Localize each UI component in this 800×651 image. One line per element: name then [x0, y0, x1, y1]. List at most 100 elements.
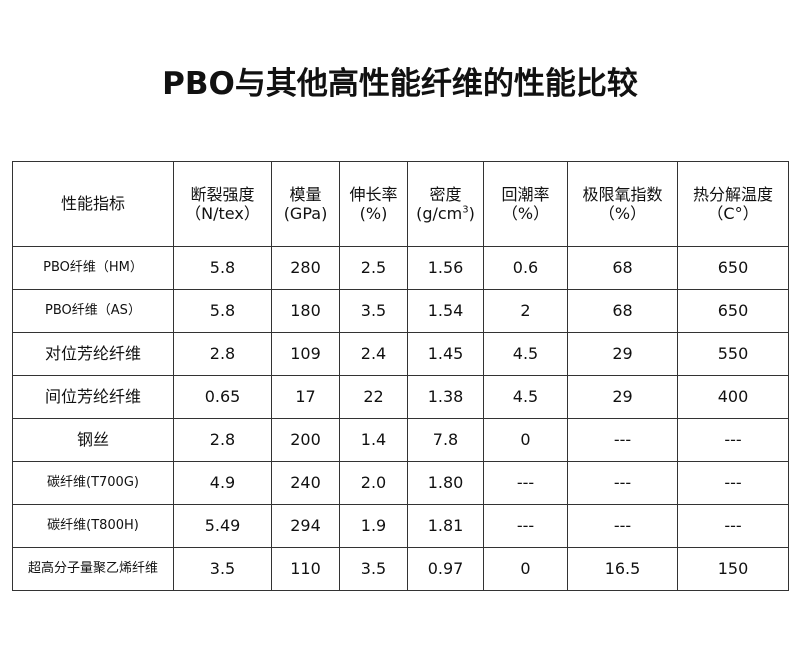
cell-elongation: 1.9 [339, 504, 408, 548]
cell-modulus: 294 [271, 504, 340, 548]
header-cell-moisture: 回潮率 （%） [483, 161, 568, 247]
cell-elongation: 22 [339, 375, 408, 419]
cell-moisture: 0.6 [483, 246, 568, 290]
cell-decomposition: 400 [677, 375, 789, 419]
cell-decomposition: 650 [677, 246, 789, 290]
header-cell-density: 密度 (g/cm3) [407, 161, 484, 247]
cell-modulus: 200 [271, 418, 340, 462]
header-unit: (g/cm3) [408, 204, 483, 223]
cell-moisture: 2 [483, 289, 568, 333]
cell-density: 1.80 [407, 461, 484, 505]
page-title: PBO与其他高性能纤维的性能比较 [162, 66, 638, 102]
cell-moisture: --- [483, 504, 568, 548]
cell-density: 1.45 [407, 332, 484, 376]
header-label: 回潮率 [501, 184, 550, 204]
table-row: 钢丝 2.8 200 1.4 7.8 0 --- --- [12, 418, 789, 462]
header-unit: (GPa) [283, 204, 328, 223]
cell-modulus: 109 [271, 332, 340, 376]
header-cell-loi: 极限氧指数 （%） [567, 161, 678, 247]
cell-loi: --- [567, 504, 678, 548]
cell-modulus: 110 [271, 547, 340, 591]
header-label: 热分解温度 [692, 184, 773, 204]
cell-elongation: 2.5 [339, 246, 408, 290]
cell-elongation: 1.4 [339, 418, 408, 462]
table-row: 碳纤维(T700G) 4.9 240 2.0 1.80 --- --- --- [12, 461, 789, 505]
cell-decomposition: --- [677, 461, 789, 505]
cell-fiber-name: 超高分子量聚乙烯纤维 [12, 547, 174, 591]
cell-density: 1.54 [407, 289, 484, 333]
table-row: PBO纤维（AS） 5.8 180 3.5 1.54 2 68 650 [12, 289, 789, 333]
cell-moisture: --- [483, 461, 568, 505]
cell-strength: 2.8 [173, 418, 272, 462]
header-label: 伸长率 [349, 184, 398, 204]
cell-moisture: 0 [483, 418, 568, 462]
cell-strength: 5.8 [173, 289, 272, 333]
header-unit: （C°） [707, 204, 759, 223]
cell-loi: 16.5 [567, 547, 678, 591]
header-label: 性能指标 [60, 194, 125, 214]
cell-strength: 2.8 [173, 332, 272, 376]
cell-elongation: 3.5 [339, 289, 408, 333]
cell-strength: 0.65 [173, 375, 272, 419]
cell-elongation: 3.5 [339, 547, 408, 591]
cell-fiber-name: 碳纤维(T800H) [12, 504, 174, 548]
header-unit: （N/tex） [185, 204, 260, 223]
table-row: 对位芳纶纤维 2.8 109 2.4 1.45 4.5 29 550 [12, 332, 789, 376]
comparison-table: 性能指标 断裂强度 （N/tex） 模量 (GPa) 伸长率 (%) 密度 (g… [12, 161, 789, 591]
cell-strength: 3.5 [173, 547, 272, 591]
header-cell-modulus: 模量 (GPa) [271, 161, 340, 247]
header-cell-strength: 断裂强度 （N/tex） [173, 161, 272, 247]
table-row: 超高分子量聚乙烯纤维 3.5 110 3.5 0.97 0 16.5 150 [12, 547, 789, 591]
cell-loi: 29 [567, 375, 678, 419]
header-row: 性能指标 断裂强度 （N/tex） 模量 (GPa) 伸长率 (%) 密度 (g… [12, 161, 789, 247]
cell-loi: --- [567, 461, 678, 505]
cell-decomposition: 150 [677, 547, 789, 591]
cell-fiber-name: PBO纤维（HM） [12, 246, 174, 290]
header-cell-elongation: 伸长率 (%) [339, 161, 408, 247]
header-cell-decomposition: 热分解温度 （C°） [677, 161, 789, 247]
header-unit-base: (g/cm [416, 204, 463, 223]
cell-loi: 68 [567, 246, 678, 290]
cell-loi: --- [567, 418, 678, 462]
cell-fiber-name: 钢丝 [12, 418, 174, 462]
cell-modulus: 280 [271, 246, 340, 290]
cell-decomposition: 550 [677, 332, 789, 376]
cell-moisture: 4.5 [483, 332, 568, 376]
header-unit-tail: ) [468, 204, 475, 223]
cell-moisture: 0 [483, 547, 568, 591]
header-unit: （%） [598, 204, 647, 223]
cell-density: 7.8 [407, 418, 484, 462]
cell-fiber-name: 对位芳纶纤维 [12, 332, 174, 376]
cell-decomposition: 650 [677, 289, 789, 333]
cell-density: 1.38 [407, 375, 484, 419]
cell-strength: 5.8 [173, 246, 272, 290]
header-label: 模量 [289, 184, 322, 204]
cell-fiber-name: PBO纤维（AS） [12, 289, 174, 333]
cell-strength: 5.49 [173, 504, 272, 548]
table-row: PBO纤维（HM） 5.8 280 2.5 1.56 0.6 68 650 [12, 246, 789, 290]
header-label: 极限氧指数 [582, 184, 663, 204]
cell-moisture: 4.5 [483, 375, 568, 419]
header-unit: (%) [359, 204, 388, 223]
cell-fiber-name: 间位芳纶纤维 [12, 375, 174, 419]
header-unit-sup: 3 [462, 204, 469, 216]
cell-fiber-name: 碳纤维(T700G) [12, 461, 174, 505]
cell-strength: 4.9 [173, 461, 272, 505]
header-label: 断裂强度 [190, 184, 255, 204]
cell-loi: 29 [567, 332, 678, 376]
cell-loi: 68 [567, 289, 678, 333]
cell-density: 1.81 [407, 504, 484, 548]
cell-decomposition: --- [677, 418, 789, 462]
header-label: 密度 [429, 184, 462, 204]
table-row: 间位芳纶纤维 0.65 17 22 1.38 4.5 29 400 [12, 375, 789, 419]
table-row: 碳纤维(T800H) 5.49 294 1.9 1.81 --- --- --- [12, 504, 789, 548]
header-cell-property: 性能指标 [12, 161, 174, 247]
cell-modulus: 180 [271, 289, 340, 333]
cell-decomposition: --- [677, 504, 789, 548]
cell-density: 0.97 [407, 547, 484, 591]
cell-elongation: 2.0 [339, 461, 408, 505]
cell-density: 1.56 [407, 246, 484, 290]
cell-modulus: 17 [271, 375, 340, 419]
header-unit: （%） [501, 204, 550, 223]
cell-modulus: 240 [271, 461, 340, 505]
